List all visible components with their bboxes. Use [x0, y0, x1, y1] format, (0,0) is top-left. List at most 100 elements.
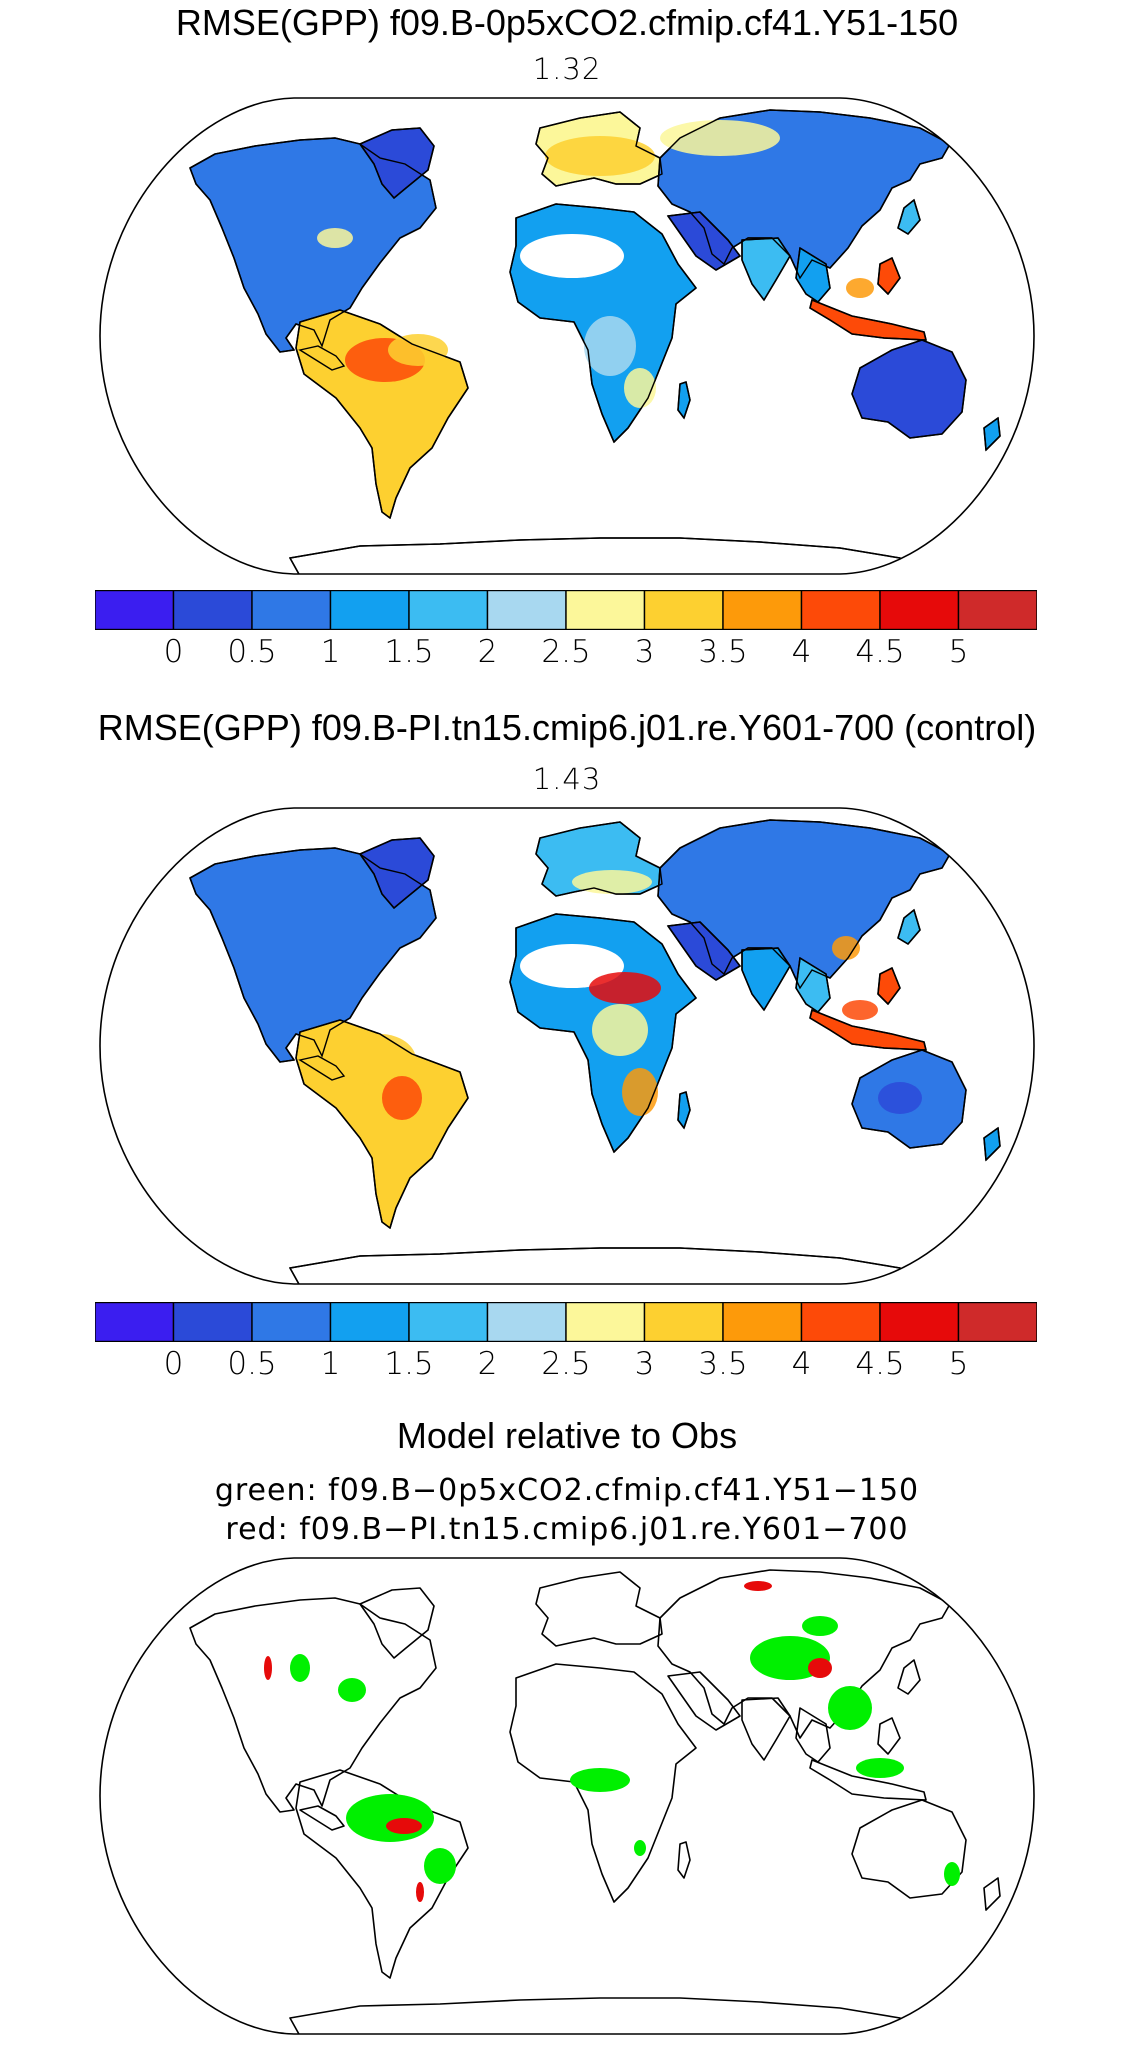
- coast-arabia: [666, 921, 742, 981]
- colorbar-swatch: [172, 1302, 253, 1342]
- rmse-hotspot: [344, 1034, 416, 1086]
- colorbar-swatch: [643, 590, 724, 630]
- map-content: [189, 109, 1001, 574]
- rmse-hotspot: [584, 316, 636, 376]
- red-better-region: [386, 1818, 422, 1834]
- colorbar-swatch: [879, 590, 960, 630]
- colorbar-tick-label: 1.5: [384, 634, 434, 670]
- landmass-europe: [535, 1571, 663, 1647]
- red-better-region: [744, 1581, 772, 1591]
- map-border: [99, 1557, 1035, 2035]
- landmass-new-zealand: [983, 1877, 1001, 1911]
- coast-greenland: [358, 837, 435, 909]
- coast-australia: [851, 339, 967, 439]
- rmse-hotspot: [842, 1000, 878, 1020]
- landmass-north-america: [189, 1597, 437, 1813]
- coast-japan: [897, 198, 921, 235]
- colorbar-tick-label: 2: [477, 1346, 498, 1382]
- map-border: [99, 97, 1035, 575]
- landmass-philippines: [877, 1717, 901, 1755]
- coastlines: [189, 1569, 1001, 2034]
- landmass-greenland: [359, 1587, 435, 1659]
- coast-philippines: [877, 257, 901, 296]
- coast-north-america: [189, 847, 437, 1063]
- coast-philippines: [877, 967, 901, 1006]
- colorbar-swatch: [722, 590, 803, 630]
- colorbar-tick-label: 2: [477, 634, 498, 670]
- colorbar-swatch: [172, 590, 253, 630]
- colorbar-tick-label: 1: [320, 1346, 341, 1382]
- colorbar-tick-label: 3.5: [698, 634, 748, 670]
- colorbar-tick-label: 4.5: [855, 634, 905, 670]
- panel-2-title: RMSE(GPP) f09.B-PI.tn15.cmip6.j01.re.Y60…: [97, 707, 1037, 748]
- sahara-no-data: [520, 234, 624, 278]
- green-better-region: [856, 1758, 904, 1778]
- colorbar-swatch: [957, 590, 1037, 630]
- landmass-africa: [509, 1663, 697, 1903]
- colorbar-tick-label: 5: [948, 634, 969, 670]
- coast-madagascar: [677, 1091, 691, 1130]
- colorbar-tick-label: 2.5: [541, 1346, 591, 1382]
- colorbar-tick-label: 0.5: [227, 634, 277, 670]
- coast-asia: [657, 819, 951, 990]
- colorbar-swatch: [957, 1302, 1037, 1342]
- green-better-region: [290, 1654, 310, 1682]
- rmse-hotspot: [317, 228, 353, 248]
- colorbar-swatch: [408, 1302, 489, 1342]
- coast-arabia: [666, 211, 742, 271]
- rmse-hotspot: [832, 936, 860, 960]
- panel-2-colorbar-ticks: 0 0.5 1 1.5 2 2.5 3 3.5 4 4.5 5: [0, 1346, 1134, 1386]
- colorbar-tick-label: 0: [163, 1346, 184, 1382]
- colorbar-tick-label: 4.5: [855, 1346, 905, 1382]
- rmse-hotspot: [846, 278, 874, 298]
- colorbar-swatch: [800, 590, 881, 630]
- colorbar-swatch: [329, 1302, 410, 1342]
- green-better-region: [634, 1840, 646, 1856]
- colorbar-tick-label: 4: [791, 1346, 812, 1382]
- landmass-india: [741, 1697, 791, 1761]
- colorbar-tick-label: 1: [320, 634, 341, 670]
- colorbar-tick-label: 4: [791, 634, 812, 670]
- colorbar-swatch: [251, 590, 332, 630]
- colorbar-tick-label: 1.5: [384, 1346, 434, 1382]
- rmse-hotspot: [589, 972, 661, 1004]
- colorbar-swatch: [800, 1302, 881, 1342]
- colorbar-tick-label: 0.5: [227, 1346, 277, 1382]
- coast-europe: [535, 111, 663, 187]
- coast-africa: [509, 913, 697, 1154]
- landmass-arabia: [667, 1671, 741, 1731]
- colorbar-tick-label: 3.5: [698, 1346, 748, 1382]
- coast-japan: [897, 908, 921, 945]
- coast-antarctica: [288, 1247, 922, 1284]
- landmass-central-america: [299, 1805, 345, 1831]
- rmse-hotspot: [878, 1082, 922, 1114]
- green-better-region: [424, 1848, 456, 1884]
- rmse-hotspot: [624, 368, 656, 408]
- coast-indonesia: [809, 299, 927, 341]
- panel-2-colorbar: [95, 1302, 1037, 1342]
- colorbar-swatch: [95, 1302, 175, 1342]
- panel-1-title: RMSE(GPP) f09.B-0p5xCO2.cfmip.cf41.Y51-1…: [175, 2, 959, 43]
- coast-south-america: [295, 1019, 469, 1230]
- colorbar-tick-label: 5: [948, 1346, 969, 1382]
- coast-new-zealand: [983, 416, 1001, 452]
- colorbar-swatch: [486, 590, 567, 630]
- rmse-hotspot: [545, 136, 655, 176]
- coast-central-america: [298, 345, 346, 371]
- red-legend-label: red: f09.B−PI.tn15.cmip6.j01.re.Y601−700: [225, 1512, 909, 1547]
- panel-2-rmse-value: 1.43: [532, 762, 602, 796]
- coast-australia: [851, 1049, 967, 1149]
- coast-indonesia: [809, 1009, 927, 1051]
- green-legend-label: green: f09.B−0p5xCO2.cfmip.cf41.Y51−150: [214, 1473, 920, 1508]
- coast-antarctica: [288, 537, 922, 574]
- coast-india: [741, 237, 791, 302]
- green-better-region: [346, 1794, 434, 1842]
- colorbar-swatch: [565, 590, 646, 630]
- rmse-hotspot: [592, 1004, 648, 1056]
- colorbar-swatch: [95, 590, 175, 630]
- coast-asia: [657, 109, 951, 280]
- coast-europe: [535, 821, 663, 897]
- landmass-madagascar: [677, 1841, 691, 1879]
- colorbar-swatch: [251, 1302, 332, 1342]
- green-better-region: [338, 1678, 366, 1702]
